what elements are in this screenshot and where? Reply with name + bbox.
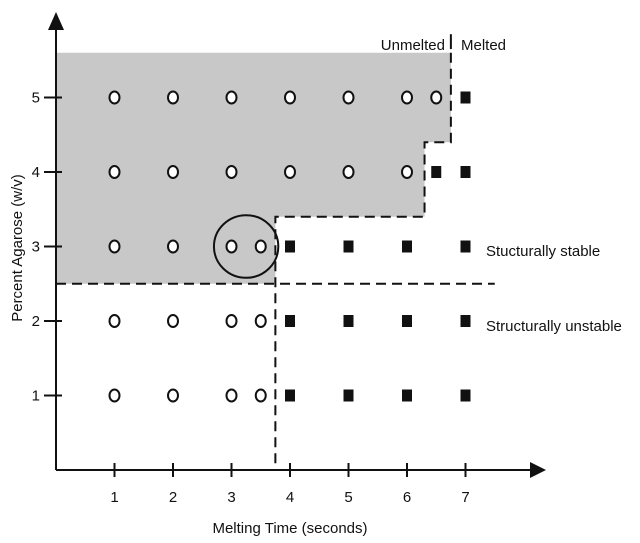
- point-melted-7-5: [460, 91, 471, 104]
- x-ticks: 1 2 3 4 5 6 7: [110, 463, 470, 506]
- point-melted-6-3: [402, 240, 412, 253]
- point-unmelted-3-1: [225, 388, 238, 403]
- point-unmelted-1-1: [108, 388, 121, 403]
- point-unmelted-3.5-2: [254, 314, 267, 328]
- point-unmelted-1-4: [108, 165, 121, 179]
- point-unmelted-6-5: [401, 90, 413, 105]
- divider-line-0: [274, 52, 452, 470]
- point-unmelted-6.5-5: [430, 90, 443, 105]
- point-unmelted-3-2: [225, 314, 238, 328]
- x-tick-label-1: 1: [110, 489, 118, 506]
- point-unmelted-5-5: [342, 90, 355, 105]
- point-melted-4-1: [285, 389, 295, 402]
- divider-lines-layer: [56, 34, 495, 470]
- point-melted-7-3: [460, 240, 471, 253]
- highlight-layer: [212, 214, 280, 279]
- point-unmelted-1-5: [108, 90, 121, 105]
- x-tick-label-5: 5: [344, 489, 352, 506]
- point-melted-4-2: [285, 315, 295, 327]
- point-unmelted-3-4: [225, 165, 238, 179]
- annotation-unstable: Structurally unstable: [486, 318, 622, 335]
- point-melted-5-2: [343, 315, 354, 327]
- x-tick-label-4: 4: [286, 489, 294, 506]
- y-tick-label-4: 4: [32, 164, 40, 181]
- annotation-stable: Stucturally stable: [486, 243, 600, 260]
- point-unmelted-1-2: [108, 314, 121, 328]
- x-tick-label-7: 7: [461, 489, 469, 506]
- data-points: [108, 90, 471, 403]
- point-unmelted-1-3: [108, 239, 121, 254]
- x-tick-label-3: 3: [227, 489, 235, 506]
- shaded-region-layer: [56, 52, 451, 284]
- point-melted-7-1: [460, 389, 471, 402]
- point-unmelted-2-3: [167, 239, 179, 254]
- point-melted-5-3: [343, 240, 354, 253]
- point-unmelted-2-1: [167, 388, 179, 403]
- point-unmelted-3-3: [225, 239, 238, 254]
- point-melted-6-1: [402, 389, 412, 402]
- highlight-ellipse: [212, 214, 280, 279]
- point-melted-5-1: [343, 389, 354, 402]
- x-axis-arrow: [530, 462, 546, 478]
- point-unmelted-4-5: [284, 90, 296, 105]
- point-unmelted-5-4: [342, 165, 355, 179]
- point-unmelted-2-4: [167, 165, 179, 179]
- shaded-unmelted-stable-region: [56, 52, 451, 284]
- y-tick-label-1: 1: [32, 388, 40, 405]
- point-melted-6-2: [402, 315, 412, 327]
- y-axis-arrow: [48, 12, 64, 30]
- point-melted-7-2: [460, 315, 471, 327]
- point-unmelted-3.5-3: [254, 239, 267, 254]
- point-unmelted-6-4: [401, 165, 413, 179]
- x-tick-label-2: 2: [169, 489, 177, 506]
- point-melted-6.5-4: [431, 166, 442, 178]
- point-melted-4-3: [285, 240, 295, 253]
- point-unmelted-3-5: [225, 90, 238, 105]
- point-melted-7-4: [460, 166, 471, 178]
- y-tick-label-3: 3: [32, 239, 40, 256]
- y-tick-label-2: 2: [32, 313, 40, 330]
- y-axis-title: Percent Agarose (w/v): [9, 174, 26, 322]
- annotation-melted: Melted: [461, 37, 506, 54]
- point-unmelted-2-5: [167, 90, 179, 105]
- x-tick-label-6: 6: [403, 489, 411, 506]
- x-axis-title: Melting Time (seconds): [212, 520, 367, 537]
- y-tick-label-5: 5: [32, 90, 40, 107]
- annotation-unmelted: Unmelted: [381, 37, 445, 54]
- point-unmelted-3.5-1: [254, 388, 267, 403]
- point-unmelted-2-2: [167, 314, 179, 328]
- y-ticks: 1 2 3 4 5: [32, 90, 62, 405]
- point-unmelted-4-4: [284, 165, 296, 179]
